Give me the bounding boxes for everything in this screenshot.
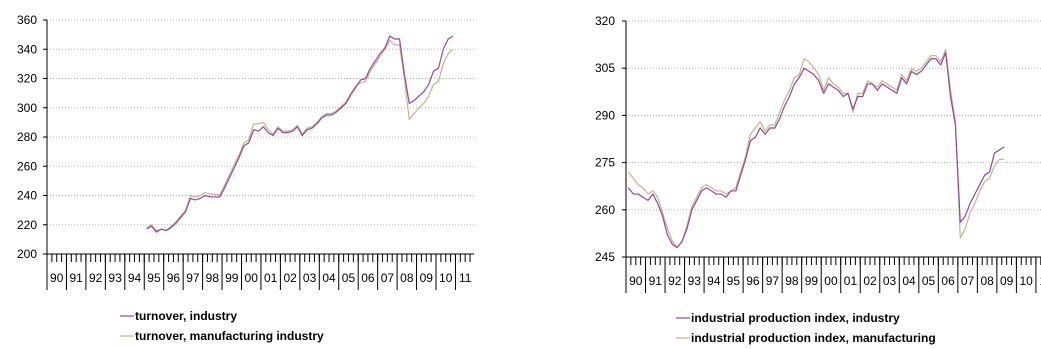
chart2-y-tick-label: 260 bbox=[595, 203, 615, 217]
chart1-x-tick-label: 93 bbox=[108, 271, 122, 285]
chart1-x-tick-label: 94 bbox=[128, 271, 142, 285]
chart1-x-tick-label: 02 bbox=[283, 271, 297, 285]
chart2-x-tick-label: 02 bbox=[863, 274, 877, 288]
chart1-x-tick-label: 95 bbox=[147, 271, 161, 285]
chart1-x-tick-label: 97 bbox=[186, 271, 200, 285]
chart2-y-tick-label: 275 bbox=[595, 156, 615, 170]
chart1-y-tick-label: 220 bbox=[17, 218, 37, 232]
chart2-x-tick-label: 94 bbox=[707, 274, 721, 288]
chart1-x-tick-label: 06 bbox=[361, 271, 375, 285]
chart2-series-line-1 bbox=[627, 48, 1005, 249]
chart2-y-tick-label: 245 bbox=[595, 250, 615, 264]
chart1-y-tick-label: 260 bbox=[17, 159, 37, 173]
chart2-x-tick-label: 97 bbox=[766, 274, 780, 288]
chart1-x-tick-label: 03 bbox=[303, 271, 317, 285]
chart1-x-tick-label: 00 bbox=[245, 271, 259, 285]
chart1-x-tick-label: 98 bbox=[206, 271, 220, 285]
chart1: 200 220 240 260 280 300 320 340 360 90 91 92 93 94 95 9… bbox=[17, 13, 474, 343]
chart1-y-tick-label: 340 bbox=[17, 42, 37, 56]
chart2-x-tick-label: 00 bbox=[824, 274, 838, 288]
chart1-x-tick-label: 99 bbox=[225, 271, 239, 285]
chart2-x-tick-label: 01 bbox=[844, 274, 858, 288]
chart1-x-tick-label: 08 bbox=[400, 271, 414, 285]
chart2-x-tick-label: 11 bbox=[1039, 274, 1041, 288]
chart2-x-tick-label: 92 bbox=[668, 274, 682, 288]
chart1-legend-label-1: turnover, manufacturing industry bbox=[135, 329, 324, 343]
chart1-x-tick-label: 07 bbox=[381, 271, 395, 285]
chart2-legend-label-1: industrial production index, manufacturi… bbox=[691, 331, 936, 345]
chart2-x-tick-label: 99 bbox=[805, 274, 819, 288]
chart2-x-tick-label: 95 bbox=[727, 274, 741, 288]
chart1-x-tick-label: 10 bbox=[439, 271, 453, 285]
chart2-x-tick-label: 90 bbox=[629, 274, 643, 288]
chart2-x-tick-label: 10 bbox=[1019, 274, 1033, 288]
chart2-series-line-0 bbox=[627, 51, 1005, 249]
chart1-y-tick-label: 360 bbox=[17, 13, 37, 27]
chart2-x-tick-label: 09 bbox=[1000, 274, 1014, 288]
chart2-y-tick-label: 290 bbox=[595, 108, 615, 122]
chart1-legend-label-0: turnover, industry bbox=[135, 309, 237, 323]
chart2-x-tick-label: 04 bbox=[902, 274, 916, 288]
chart1-x-tick-label: 92 bbox=[89, 271, 103, 285]
chart1-x-tick-label: 96 bbox=[167, 271, 181, 285]
chart1-y-tick-label: 280 bbox=[17, 130, 37, 144]
chart1-x-tick-label: 11 bbox=[459, 271, 472, 285]
chart1-y-tick-label: 240 bbox=[17, 189, 37, 203]
chart2-x-tick-label: 98 bbox=[785, 274, 799, 288]
chart1-x-tick-label: 05 bbox=[342, 271, 356, 285]
chart1-y-tick-label: 320 bbox=[17, 72, 37, 86]
chart2-y-tick-label: 305 bbox=[595, 61, 615, 75]
chart1-x-tick-label: 04 bbox=[322, 271, 336, 285]
chart2-x-tick-label: 03 bbox=[883, 274, 897, 288]
chart2-x-tick-label: 07 bbox=[961, 274, 975, 288]
chart1-series-line-0 bbox=[146, 35, 454, 233]
chart1-x-tick-label: 91 bbox=[69, 271, 83, 285]
chart2-x-tick-label: 06 bbox=[941, 274, 955, 288]
chart2-x-tick-label: 08 bbox=[980, 274, 994, 288]
chart2-x-tick-label: 91 bbox=[649, 274, 663, 288]
chart1-y-tick-label: 200 bbox=[17, 247, 37, 261]
chart1-x-tick-label: 90 bbox=[50, 271, 64, 285]
chart1-x-tick-label: 09 bbox=[420, 271, 434, 285]
chart2-x-tick-label: 93 bbox=[688, 274, 702, 288]
chart2-x-tick-label: 96 bbox=[746, 274, 760, 288]
chart2-y-tick-label: 320 bbox=[595, 14, 615, 28]
chart1-x-tick-label: 01 bbox=[264, 271, 278, 285]
chart1-series-line-1 bbox=[146, 39, 454, 232]
chart1-y-tick-label: 300 bbox=[17, 101, 37, 115]
chart2-x-tick-label: 05 bbox=[922, 274, 936, 288]
chart2: 245 260 275 290 305 320 90 91 92 93 94 95 96 97 98 99 00… bbox=[595, 14, 1041, 345]
chart2-legend-label-0: industrial production index, industry bbox=[691, 311, 900, 325]
